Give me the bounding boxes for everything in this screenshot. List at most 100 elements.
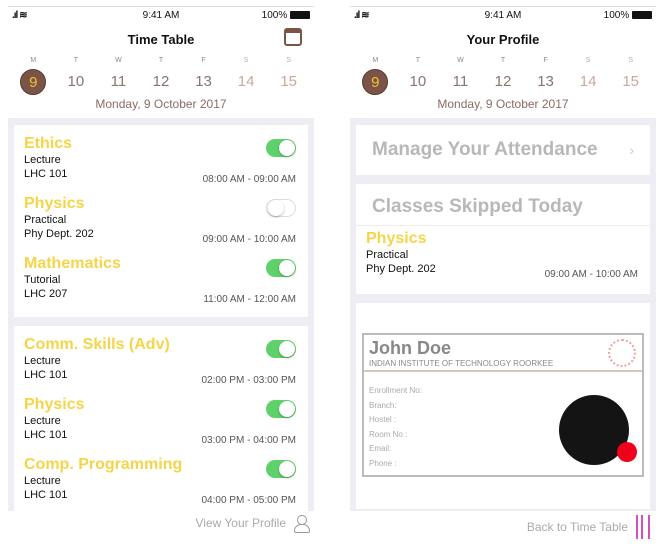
class-room: LHC 101 [24,489,68,501]
course-name: Comp. Programming [24,456,183,473]
weekday-letter: T [415,57,420,64]
class-time: 11:00 AM - 12:00 AM [203,294,296,305]
class-time: 04:00 PM - 05:00 PM [201,495,297,506]
day-number: 9 [362,69,389,95]
id-field-label: Enrollment No: [369,386,422,395]
class-type: Lecture [24,415,61,427]
id-field-label: Branch: [369,400,397,410]
class-type: Practical [24,214,67,226]
course-name: Physics [24,396,85,413]
user-icon [294,515,310,533]
day-11[interactable]: W 11 [103,57,133,95]
page-title: Time Table [127,32,195,47]
day-13[interactable]: F 13 [189,57,219,95]
manage-attendance-button[interactable]: Manage Your Attendance › [356,125,650,175]
skipped-title: Classes Skipped Today [356,184,650,226]
class-room: Phy Dept. 202 [24,228,94,240]
chevron-right-icon: › [629,142,634,158]
day-14[interactable]: S 14 [231,57,261,95]
calendar-icon[interactable] [284,28,302,46]
battery-icon [632,11,652,20]
class-room: LHC 101 [24,429,68,441]
class-entry: Comp. Programming Lecture LHC 101 04:00 … [14,452,308,512]
profile-panel: Manage Your Attendance › Classes Skipped … [350,118,656,511]
weekday-letter: S [243,57,249,64]
clock: 9:41 AM [142,10,180,21]
weekday-letter: T [500,57,506,64]
id-field-label: Phone : [369,458,397,468]
attendance-toggle[interactable] [266,400,296,418]
class-entry: Physics Practical Phy Dept. 202 09:00 AM… [14,191,308,251]
day-number: 13 [195,73,212,90]
attendance-toggle[interactable] [266,199,296,217]
class-time: 02:00 PM - 03:00 PM [201,375,297,386]
attendance-toggle[interactable] [266,340,296,358]
view-profile-label: View Your Profile [195,516,286,530]
day-11[interactable]: W 11 [445,57,475,95]
day-number: 11 [452,73,469,90]
back-to-timetable-button[interactable]: Back to Time Table [527,515,650,539]
class-room: LHC 101 [24,168,68,180]
id-fields: Enrollment No: Branch: Hostel : Room No : Em… [364,372,642,483]
week-strip: M 9 T 10 W 11 T 12 F 13 S 14 S 15 [350,57,656,95]
class-entry: Comm. Skills (Adv) Lecture LHC 101 02:00… [14,332,308,392]
skipped-classes-card: Classes Skipped Today Physics Practical … [356,184,650,294]
weekday-letter: M [372,57,379,64]
day-number: 14 [579,73,597,90]
battery: 100% [262,10,310,21]
timetable-screen: .ıl ≋ 9:41 AM 100% Time Table M 9 T 10 W 11 T 12 F… [8,6,314,546]
day-14[interactable]: S 14 [573,57,603,95]
status-dot-icon [617,442,637,462]
weekday-letter: M [30,57,37,64]
weekday-letter: S [628,57,633,64]
day-12[interactable]: T 12 [146,57,176,95]
class-time: 09:00 AM - 10:00 AM [544,269,638,280]
id-field-label: Hostel : [369,415,397,424]
pencils-icon [636,515,650,539]
id-field-label: Email: [369,444,392,453]
day-number: 12 [494,73,512,90]
view-profile-button[interactable]: View Your Profile [195,515,310,533]
selected-date: Monday, 9 October 2017 [95,97,227,111]
day-number: 15 [280,73,297,90]
id-field-label: Room No : [369,429,408,439]
weekday-letter: S [585,57,591,64]
class-type: Tutorial [24,274,61,286]
back-label: Back to Time Table [526,520,628,534]
id-card: John Doe INDIAN INSTITUTE OF TECHNOLOGY R… [362,333,644,477]
status-bar: .ıl ≋ 9:41 AM 100% [350,10,656,24]
weekday-letter: T [73,57,78,64]
class-room: LHC 207 [24,288,68,300]
class-time: 08:00 AM - 09:00 AM [202,174,296,185]
class-time: 09:00 AM - 10:00 AM [202,234,296,245]
day-15[interactable]: S 15 [616,57,646,95]
day-number: 10 [67,73,85,90]
day-12[interactable]: T 12 [488,57,518,95]
attendance-toggle[interactable] [266,139,296,157]
course-name: Comm. Skills (Adv) [24,336,170,353]
signal-icon: .ıl ≋ [354,10,369,21]
id-card-section: John Doe INDIAN INSTITUTE OF TECHNOLOGY R… [356,303,650,509]
day-10[interactable]: T 10 [61,57,91,95]
course-name: Ethics [24,135,73,152]
attendance-toggle[interactable] [266,460,296,478]
day-number: 9 [20,69,47,95]
manage-attendance-label: Manage Your Attendance [372,139,598,160]
attendance-toggle[interactable] [266,259,296,277]
battery: 100% [604,10,652,21]
class-list: Ethics Lecture LHC 101 08:00 AM - 09:00 … [8,118,314,518]
day-15[interactable]: S 15 [274,57,304,95]
day-10[interactable]: T 10 [403,57,433,95]
course-name: Mathematics [24,255,121,272]
class-type: Lecture [24,475,61,487]
weekday-letter: W [457,57,464,64]
day-13[interactable]: F 13 [531,57,561,95]
day-number: 13 [537,73,554,90]
class-entry: Mathematics Tutorial LHC 207 11:00 AM - … [14,251,308,311]
class-group-card: Ethics Lecture LHC 101 08:00 AM - 09:00 … [14,125,308,317]
weekday-letter: T [158,57,164,64]
student-name: John Doe [369,338,452,358]
battery-icon [290,11,310,20]
